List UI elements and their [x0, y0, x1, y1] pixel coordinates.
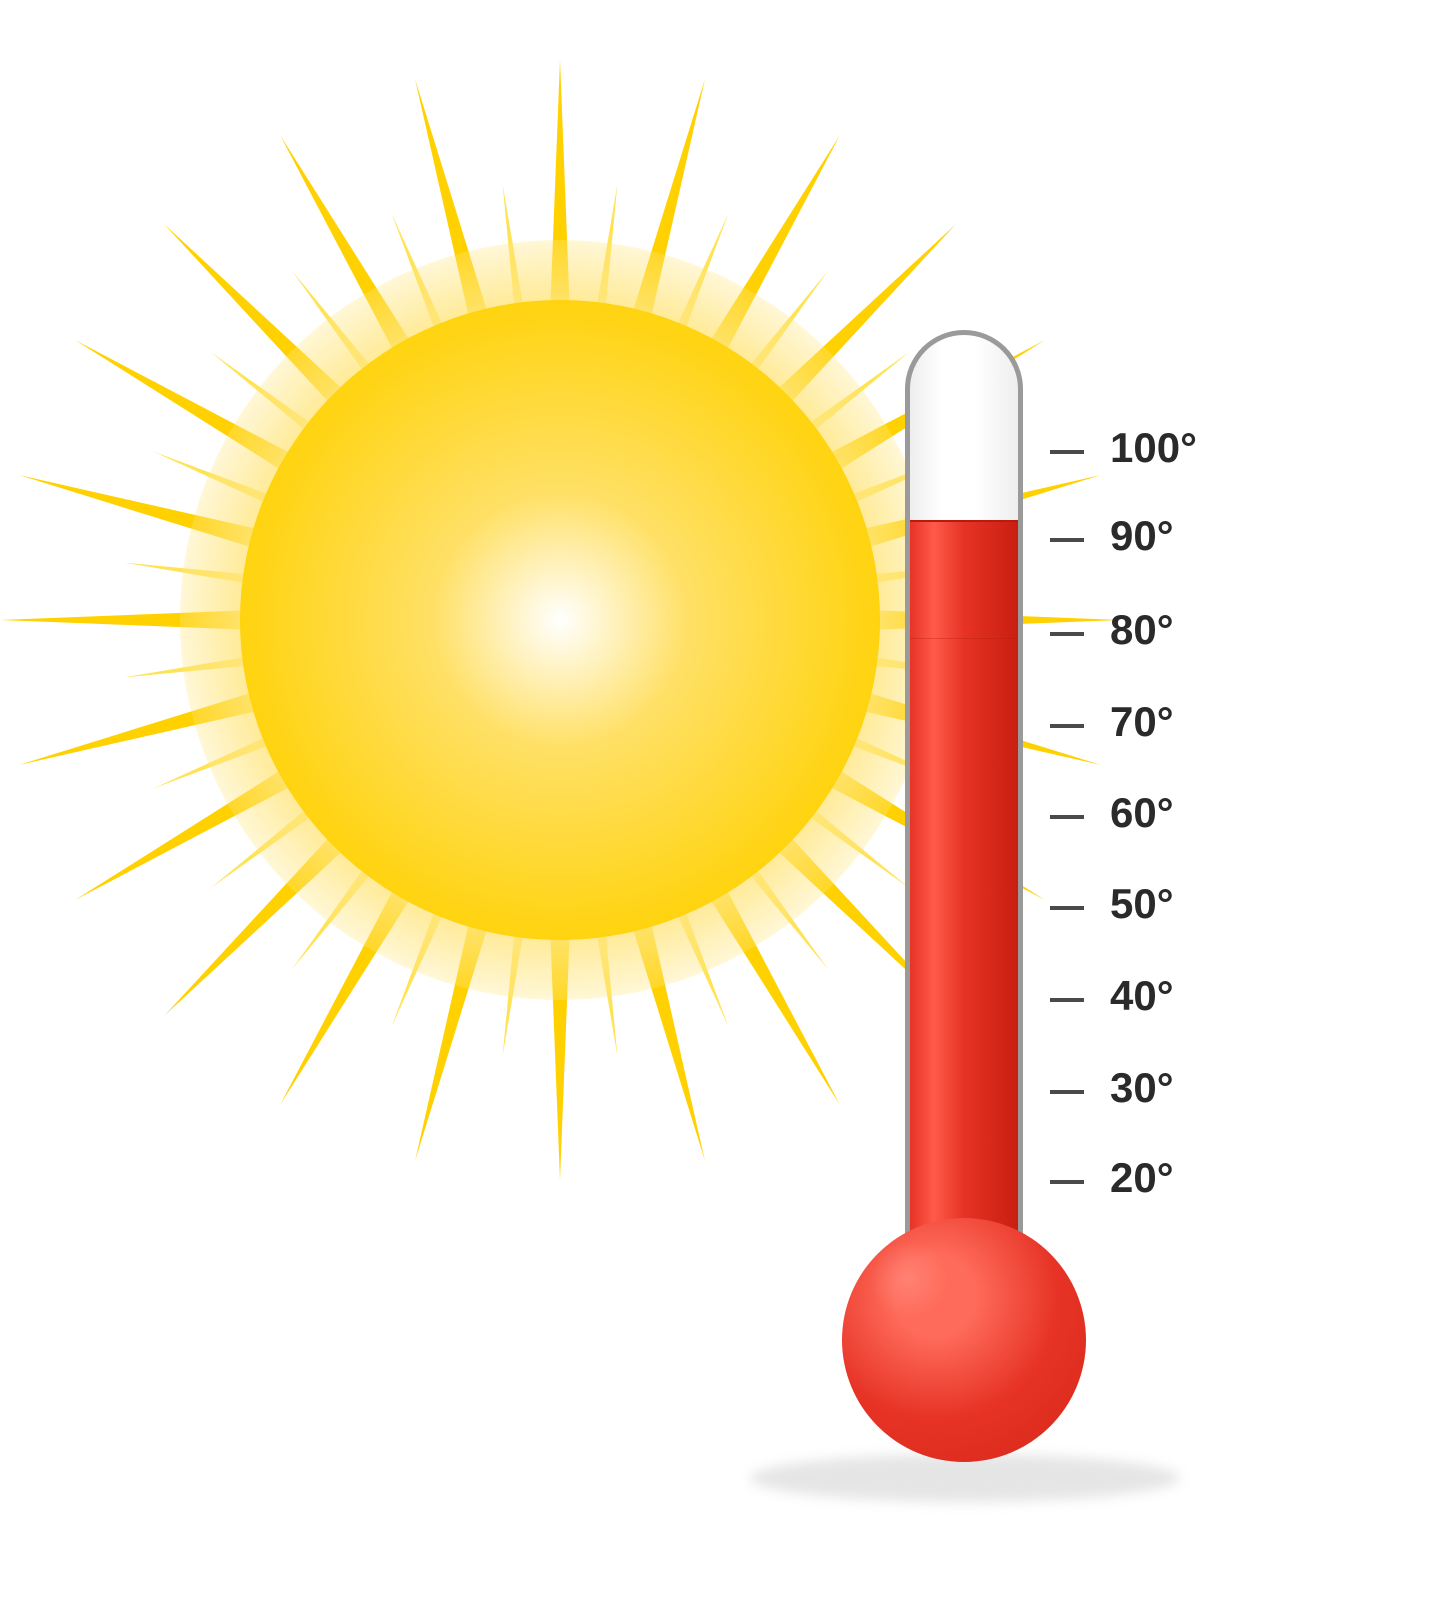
thermometer-liquid-surface [910, 520, 1018, 522]
thermometer-mercury [910, 520, 1018, 1290]
sun-core [240, 300, 880, 940]
scale-tick [1050, 998, 1084, 1002]
scale-label: 40° [1110, 972, 1174, 1020]
scale-label: 20° [1110, 1154, 1174, 1202]
scale-label: 70° [1110, 698, 1174, 746]
scale-tick [1050, 450, 1084, 454]
scale-tick [1050, 1180, 1084, 1184]
scale-label: 60° [1110, 789, 1174, 837]
scale-label: 80° [1110, 606, 1174, 654]
scale-label: 30° [1110, 1064, 1174, 1112]
scale-tick [1050, 1090, 1084, 1094]
thermometer-faint-line [910, 638, 1018, 639]
thermometer-bulb-highlight [870, 1240, 948, 1318]
scale-tick [1050, 724, 1084, 728]
scale-label: 50° [1110, 880, 1174, 928]
infographic-canvas: 100° 90° 80° 70° 60° 50° 40° 30° 20° [0, 0, 1437, 1600]
scale-tick [1050, 815, 1084, 819]
scale-tick [1050, 906, 1084, 910]
scale-tick [1050, 538, 1084, 542]
scale-tick [1050, 632, 1084, 636]
scale-label: 90° [1110, 512, 1174, 560]
scale-label: 100° [1110, 424, 1197, 472]
